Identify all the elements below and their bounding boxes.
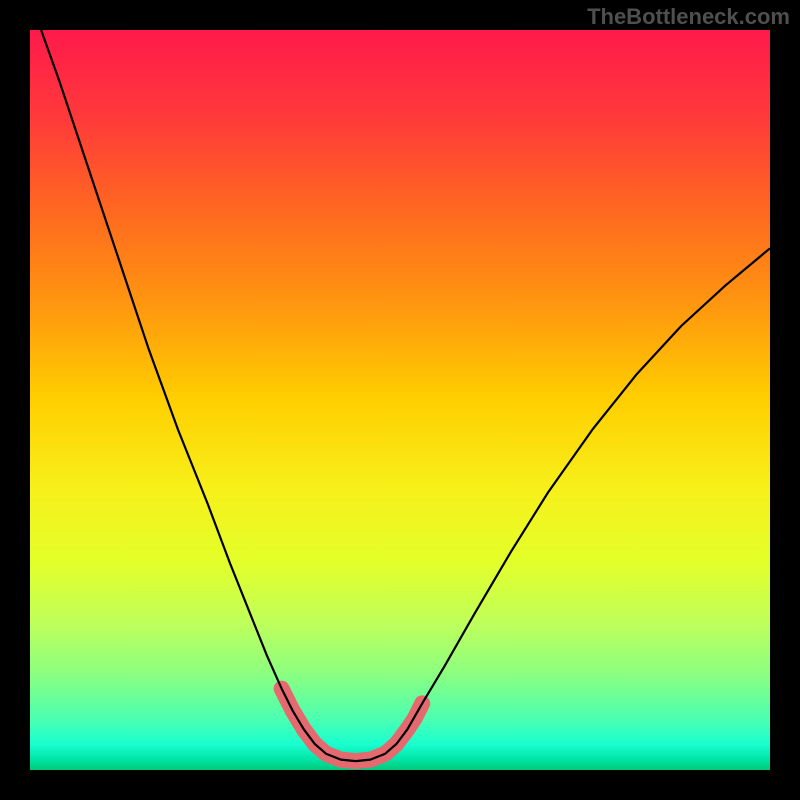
watermark-text: TheBottleneck.com: [587, 4, 790, 30]
chart-svg: [0, 0, 800, 800]
plot-background: [30, 30, 770, 770]
stage: TheBottleneck.com: [0, 0, 800, 800]
